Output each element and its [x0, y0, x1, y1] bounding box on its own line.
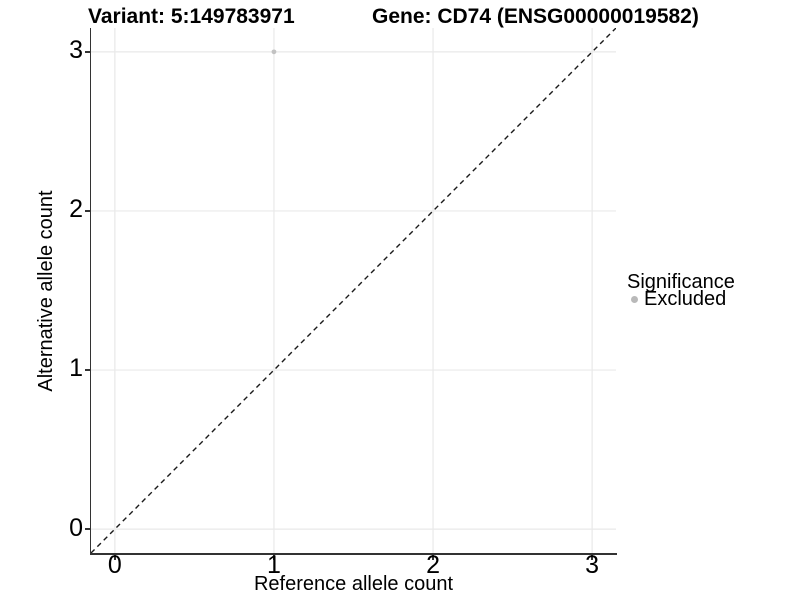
- plot-title-variant: Variant: 5:149783971: [88, 5, 295, 28]
- x-tick-label: 3: [585, 551, 600, 579]
- x-tick-mark: [273, 554, 275, 560]
- legend-entry-excluded: Excluded: [631, 288, 726, 311]
- y-tick-mark: [85, 528, 90, 530]
- y-axis-line: [89, 28, 91, 555]
- legend-title: Significance: [627, 271, 735, 293]
- legend-entry-label: Excluded: [644, 288, 727, 310]
- x-tick-label: 2: [426, 551, 440, 579]
- x-axis-title: Reference allele count: [253, 573, 453, 595]
- x-axis-line: [89, 553, 617, 555]
- y-tick-label: 1: [69, 354, 83, 383]
- plot-panel: [91, 28, 616, 553]
- data-point: [271, 49, 277, 55]
- x-tick-label: 0: [107, 551, 122, 579]
- y-tick-mark: [85, 369, 90, 371]
- excluded-point-icon: [631, 296, 638, 303]
- x-tick-mark: [432, 554, 434, 560]
- x-tick-label: 1: [267, 551, 281, 579]
- x-tick-mark: [114, 554, 116, 560]
- identity-reference-line: [91, 28, 616, 553]
- y-tick-label: 0: [69, 513, 83, 542]
- y-tick-mark: [85, 210, 90, 212]
- y-tick-label: 2: [69, 195, 83, 224]
- y-tick-label: 3: [69, 36, 83, 65]
- x-tick-mark: [591, 554, 593, 560]
- plot-title-gene: Gene: CD74 (ENSG00000019582): [372, 5, 699, 28]
- y-tick-mark: [85, 51, 90, 53]
